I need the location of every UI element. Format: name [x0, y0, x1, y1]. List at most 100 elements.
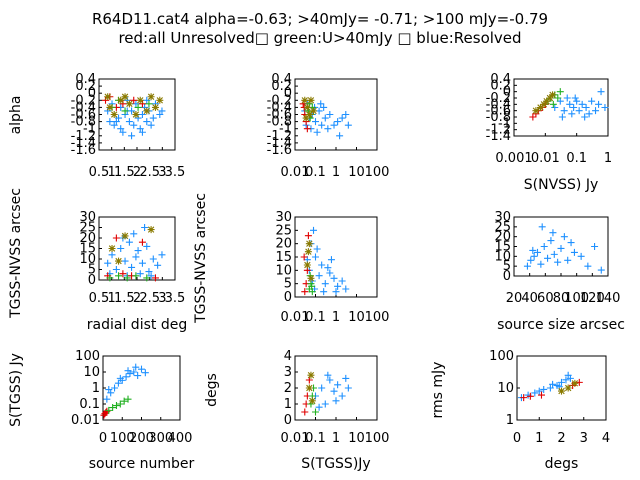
- y-tick-label: 0: [284, 290, 292, 305]
- x-tick-label: 2: [557, 431, 565, 446]
- blue-data-point: [138, 111, 146, 118]
- x-tick-label: 0.5: [89, 165, 110, 180]
- x-tick-label: 10: [348, 165, 365, 180]
- red-data-point: [305, 376, 313, 384]
- blue-data-point: [117, 125, 125, 133]
- x-tick-label: 100: [365, 310, 390, 325]
- blue-data-point: [330, 387, 338, 395]
- blue-data-point: [573, 97, 581, 105]
- olive-data-point: [564, 384, 572, 392]
- blue-data-point: [564, 256, 572, 264]
- blue-data-point: [318, 261, 326, 269]
- red-data-point: [304, 232, 312, 240]
- blue-data-point: [141, 369, 149, 377]
- x-tick-label: 200: [129, 431, 154, 446]
- red-data-point: [575, 378, 583, 386]
- olive-data-point: [143, 107, 151, 115]
- olive-data-point: [305, 240, 313, 248]
- y-tick-label: 10: [494, 249, 511, 264]
- y-tick-label: -0.6: [267, 108, 292, 123]
- y-tick-label: 0.1: [79, 397, 100, 412]
- green-data-point: [112, 402, 120, 410]
- red-data-point: [303, 125, 311, 133]
- green-data-point: [554, 94, 562, 102]
- green-data-point: [115, 272, 123, 280]
- olive-data-point: [540, 100, 548, 108]
- blue-data-point: [588, 97, 596, 105]
- blue-data-point: [149, 255, 157, 263]
- x-tick-label: 2.5: [139, 165, 160, 180]
- blue-data-point: [104, 107, 112, 115]
- x-tick-label: 3.5: [165, 165, 186, 180]
- blue-data-point: [313, 245, 321, 253]
- y-tick-label: 100: [489, 349, 514, 364]
- blue-data-point: [342, 285, 350, 293]
- x-axis-label: S(TGSS)Jy: [301, 456, 370, 472]
- blue-data-point: [344, 121, 352, 129]
- olive-data-point: [106, 103, 114, 111]
- x-tick-label: 0.01: [281, 310, 310, 325]
- y-tick-label: -1.4: [267, 136, 292, 151]
- blue-data-point: [342, 374, 350, 382]
- blue-data-point: [560, 233, 568, 241]
- blue-data-point: [529, 246, 537, 254]
- olive-data-point: [115, 257, 123, 265]
- green-data-point: [123, 274, 131, 282]
- green-data-point: [143, 274, 151, 282]
- blue-data-point: [564, 371, 572, 379]
- y-tick-label: 0.01: [71, 413, 100, 428]
- y-tick-label: -0.8: [267, 115, 292, 130]
- blue-data-point: [116, 374, 124, 382]
- blue-data-point: [537, 260, 545, 268]
- red-data-point: [151, 274, 159, 282]
- blue-data-point: [597, 88, 605, 96]
- y-tick-label: 25: [494, 220, 511, 235]
- y-tick-label: 4: [284, 349, 292, 364]
- x-tick-label: 20: [506, 291, 523, 306]
- blue-data-point: [578, 100, 586, 108]
- x-axis-label: S(NVSS) Jy: [524, 177, 599, 193]
- blue-data-point: [114, 379, 122, 387]
- red-data-point: [537, 391, 545, 399]
- x-tick-label: 100: [365, 431, 390, 446]
- y-tick-label: -0.2: [71, 93, 96, 108]
- x-axis-label: radial dist deg: [87, 317, 187, 333]
- blue-data-point: [338, 114, 346, 122]
- red-data-point: [301, 408, 309, 416]
- x-tick-label: 400: [168, 431, 193, 446]
- olive-data-point: [125, 100, 133, 108]
- blue-data-point: [523, 262, 531, 270]
- red-data-point: [529, 113, 537, 121]
- y-tick-label: 10: [275, 263, 292, 278]
- red-data-point: [526, 392, 534, 400]
- blue-data-point: [334, 282, 342, 290]
- y-tick-label: 1: [92, 381, 100, 396]
- y-tick-label: -0.6: [71, 108, 96, 123]
- x-tick-label: 1.5: [114, 165, 135, 180]
- blue-data-point: [566, 100, 574, 108]
- x-tick-label: 0.1: [305, 165, 326, 180]
- olive-data-point: [536, 104, 544, 111]
- x-tick-label: 2: [133, 291, 141, 306]
- x-tick-label: 100: [564, 291, 589, 306]
- blue-data-point: [324, 125, 332, 133]
- olive-data-point: [147, 226, 155, 234]
- y-tick-label: 0: [284, 86, 292, 101]
- blue-data-point: [128, 132, 136, 140]
- y-tick-label: -1.2: [267, 129, 292, 144]
- blue-data-point: [132, 253, 140, 261]
- x-tick-label: 0.01: [281, 431, 310, 446]
- blue-data-point: [547, 237, 555, 245]
- blue-data-point: [313, 128, 321, 136]
- olive-data-point: [303, 261, 311, 269]
- blue-data-point: [544, 254, 552, 262]
- blue-data-point: [121, 257, 129, 265]
- x-tick-label: 0.1: [305, 431, 326, 446]
- x-tick-label: 0.1: [305, 310, 326, 325]
- x-tick-label: 0: [513, 431, 521, 446]
- blue-data-point: [138, 259, 146, 267]
- olive-data-point: [307, 371, 315, 379]
- x-tick-label: 2: [133, 165, 141, 180]
- y-tick-label: -0.4: [71, 100, 96, 115]
- x-tick-label: 3.5: [165, 291, 186, 306]
